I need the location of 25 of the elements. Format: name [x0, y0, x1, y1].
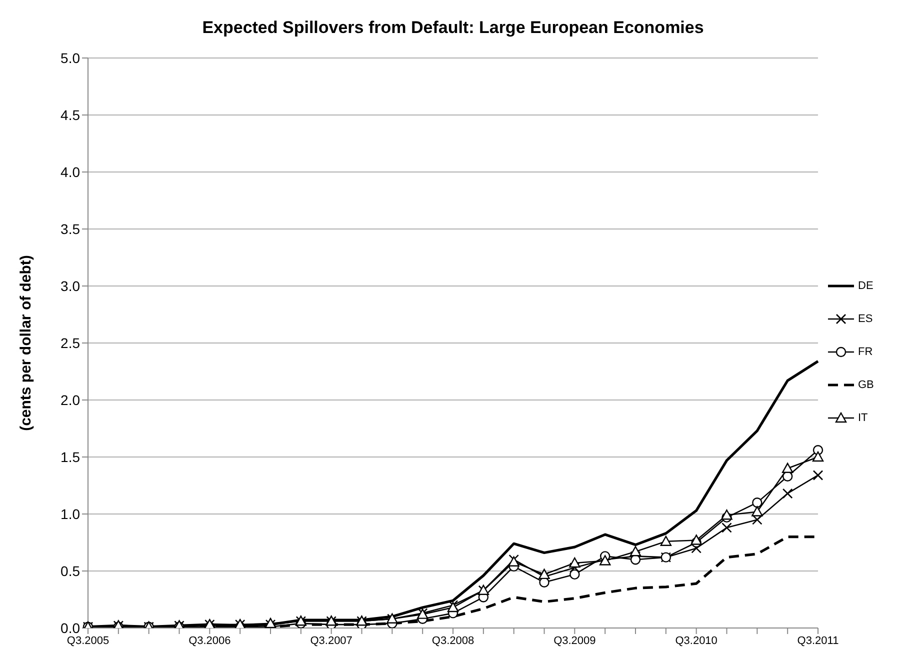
y-tick-label: 0.5	[60, 562, 80, 579]
y-tick-label: 1.5	[60, 448, 80, 465]
y-tick-label: 3.0	[60, 278, 80, 294]
y-axis-title: (cents per dollar of debt)	[17, 255, 34, 431]
x-tick-label: Q3.2009	[554, 634, 596, 647]
legend-label: IT	[858, 412, 868, 424]
x-tick-label: Q3.2007	[310, 634, 352, 647]
y-tick-label: 1.0	[60, 506, 80, 522]
x-tick-label: Q3.2006	[188, 634, 231, 647]
y-tick-label: 3.5	[60, 220, 80, 237]
y-tick-label: 4.5	[60, 106, 80, 123]
y-tick-label: 4.0	[60, 164, 80, 180]
x-tick-label: Q3.2011	[797, 634, 839, 647]
y-tick-label: 2.5	[60, 334, 80, 351]
x-tick-label: Q3.2010	[675, 634, 718, 647]
y-tick-label: 0.0	[60, 620, 80, 636]
chart-title: Expected Spillovers from Default: Large European Economies	[201, 17, 705, 39]
y-tick-label: 5.0	[60, 50, 80, 66]
legend-label: ES	[858, 313, 873, 325]
legend-label: GB	[858, 379, 874, 391]
y-tick-label: 2.0	[60, 392, 80, 408]
x-tick-label: Q3.2008	[432, 634, 474, 647]
legend-label: FR	[858, 346, 873, 358]
x-tick-label: Q3.2005	[66, 634, 110, 647]
legend-label: DE	[858, 280, 874, 292]
